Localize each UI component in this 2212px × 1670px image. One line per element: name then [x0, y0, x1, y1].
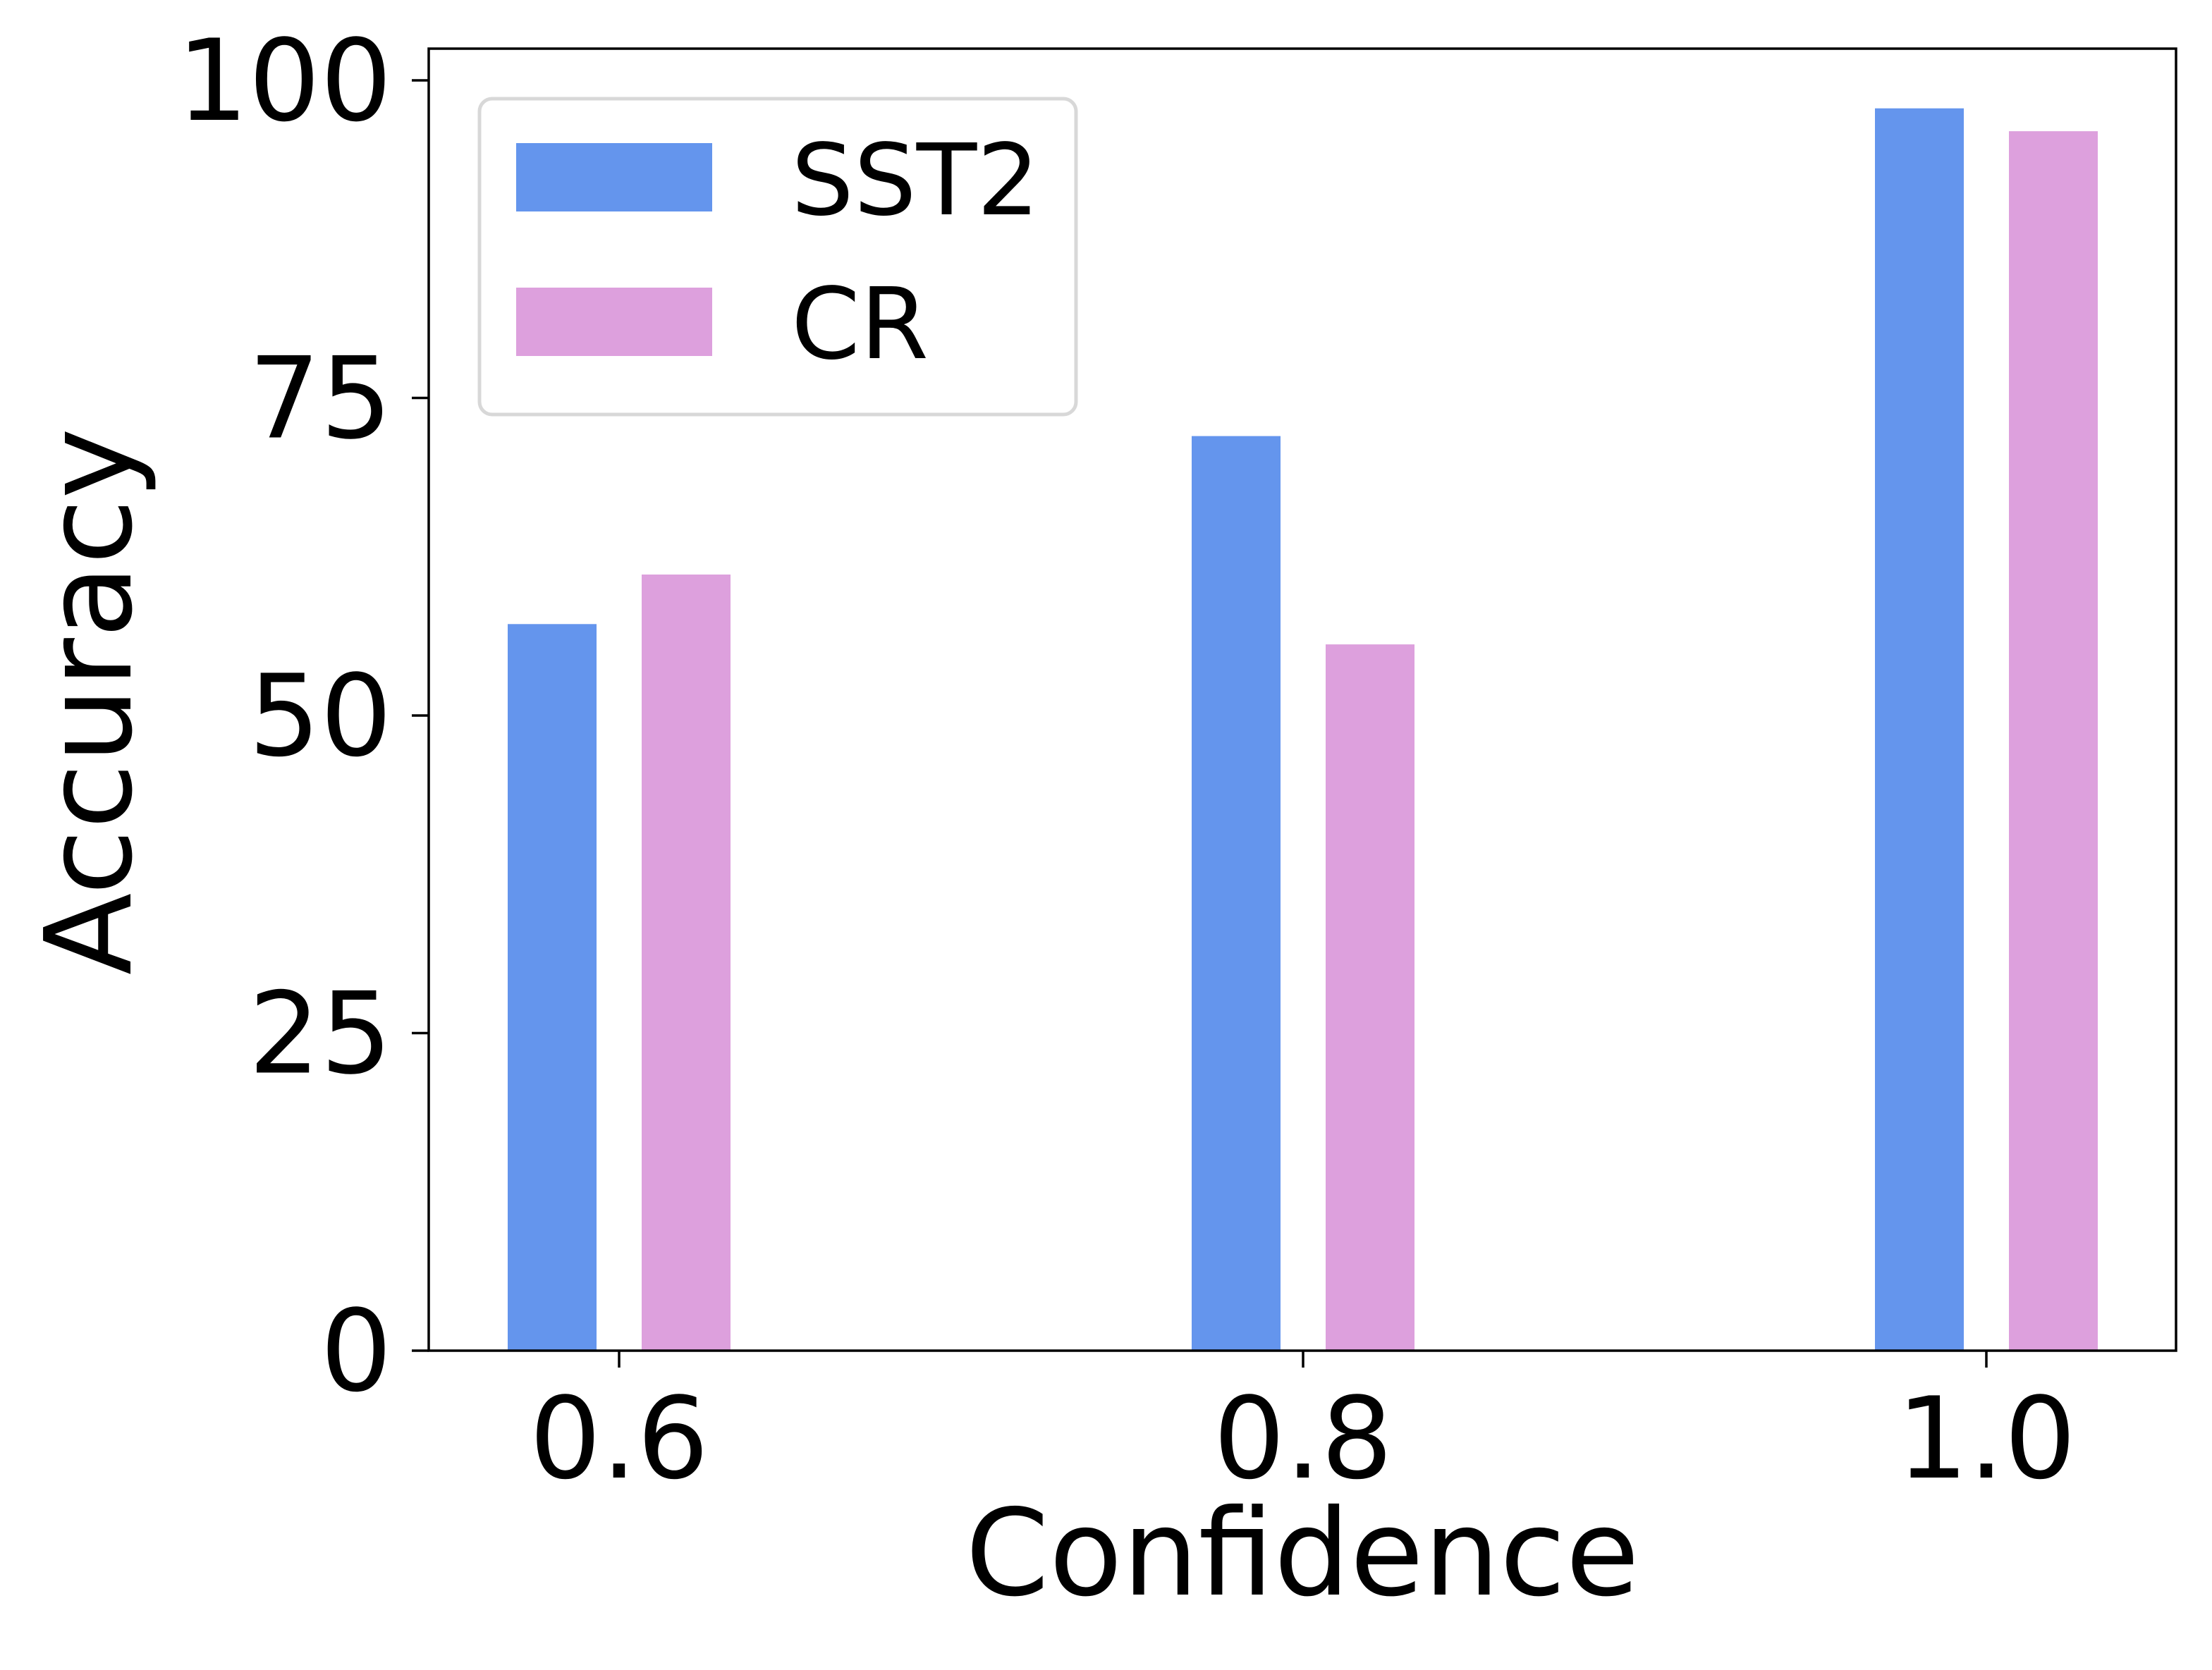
legend-swatch-sst2: [516, 143, 712, 211]
y-tick-label: 0: [320, 1285, 392, 1417]
x-tick-label: 0.6: [530, 1373, 709, 1504]
bar-sst2-1.0: [1875, 108, 1964, 1351]
bar-sst2-0.8: [1192, 436, 1281, 1351]
x-tick-label: 0.8: [1214, 1373, 1393, 1504]
legend-label-sst2: SST2: [791, 123, 1039, 238]
y-tick-label: 25: [248, 968, 392, 1100]
y-axis: 0 25 50 75 100: [177, 15, 429, 1417]
x-tick-label: 1.0: [1897, 1373, 2076, 1504]
x-axis: 0.6 0.8 1.0: [530, 1351, 2076, 1504]
y-tick-label: 100: [177, 15, 392, 147]
y-axis-label: Accuracy: [20, 428, 159, 975]
legend-label-cr: CR: [791, 267, 929, 382]
bar-cr-1.0: [2009, 131, 2098, 1351]
legend-swatch-cr: [516, 288, 712, 356]
y-tick-label: 50: [248, 650, 392, 782]
bars-layer: [508, 108, 2098, 1351]
bar-cr-0.6: [642, 575, 731, 1351]
bar-cr-0.8: [1326, 644, 1414, 1351]
x-axis-label: Confidence: [965, 1484, 1639, 1623]
y-tick-label: 75: [248, 333, 392, 465]
bar-sst2-0.6: [508, 624, 597, 1351]
legend: SST2 CR: [477, 97, 1078, 417]
